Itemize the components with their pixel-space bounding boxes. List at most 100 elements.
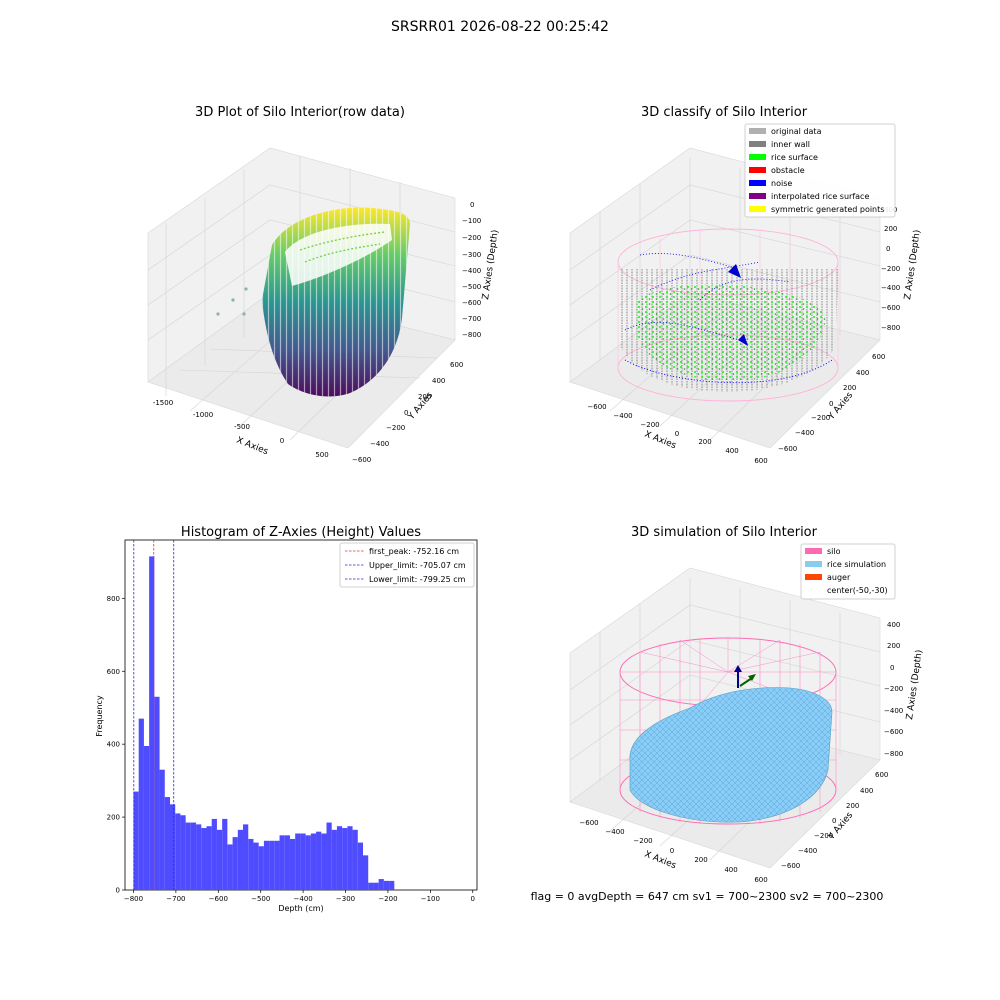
panel-simulation: 3D simulation of Silo Interior −600 −400…: [569, 525, 925, 884]
histogram-bar: [383, 880, 390, 890]
classify-xlabel: X Axies: [643, 430, 678, 452]
histogram-bar: [378, 879, 384, 890]
histogram-bar: [321, 833, 327, 890]
raw-xtick: -500: [234, 423, 250, 431]
raw-ytick: 200: [418, 393, 431, 401]
sim-xtick: 600: [754, 876, 767, 884]
raw-axis-ticks: -1500 -1000 -500 0 500 600 400 200 0 −20…: [153, 201, 481, 464]
sim-ztick: −600: [884, 728, 903, 736]
histogram-ytick-label: 800: [107, 595, 120, 603]
raw-ztick: −800: [462, 331, 481, 339]
classify-ytick: −400: [795, 429, 814, 437]
sim-ytick: −200: [814, 832, 833, 840]
histogram-bar: [206, 826, 212, 890]
classify-axis-ticks: −600 −400 −200 0 200 400 600 600 400 200…: [587, 206, 900, 465]
legend-swatch-original-data: [749, 128, 766, 134]
legend-label: inner wall: [771, 140, 810, 149]
histogram-bar: [295, 833, 301, 890]
histogram-bar: [154, 696, 160, 890]
histogram-bar: [368, 882, 374, 890]
classify-ytick: −200: [811, 414, 830, 422]
legend-swatch-rice-surface: [749, 154, 766, 160]
histogram-ytick-label: 400: [107, 741, 120, 749]
sim-ztick: 0: [890, 664, 894, 672]
histogram-bar: [180, 815, 186, 890]
classify-ztick: 0: [886, 245, 890, 253]
histogram-bars: [133, 556, 395, 890]
legend-swatch-symmetric: [749, 206, 766, 212]
raw-point-cloud: [216, 207, 410, 397]
histogram-bar: [258, 846, 264, 890]
classify-ztick: −200: [881, 265, 900, 273]
sim-xtick: 200: [694, 856, 707, 864]
raw-xtick: 0: [280, 437, 284, 445]
legend-label: auger: [827, 573, 851, 582]
histogram-bar: [284, 835, 290, 890]
raw-ztick: −300: [462, 251, 481, 259]
raw-ztick: −200: [462, 234, 481, 242]
histogram-ytick-label: 0: [116, 887, 120, 895]
histogram-bar: [263, 840, 270, 890]
histogram-xtick-label: −600: [209, 895, 228, 903]
histogram-bar: [216, 829, 223, 890]
histogram-bar: [222, 818, 228, 890]
sim-ztick: −400: [884, 707, 903, 715]
histogram-bar: [326, 822, 332, 890]
raw-xtick: -1500: [153, 399, 173, 407]
classify-ztick: −600: [881, 304, 900, 312]
histogram-bar: [196, 824, 202, 890]
histogram-ytick-label: 200: [107, 814, 120, 822]
legend-label: Upper_limit: -705.07 cm: [369, 561, 466, 570]
histogram-bar: [227, 844, 233, 890]
auger-arrows: [734, 665, 756, 688]
raw-ytick: 400: [432, 377, 445, 385]
histogram-bar: [269, 840, 275, 890]
raw-ztick: −600: [462, 299, 481, 307]
raw-ztick: 0: [470, 201, 474, 209]
histogram-bar: [149, 556, 155, 890]
histogram-title: Histogram of Z-Axies (Height) Values: [181, 525, 421, 540]
histogram-bar: [138, 718, 144, 890]
histogram-bar: [357, 842, 364, 890]
histogram-bar: [253, 842, 259, 890]
histogram-xtick-label: −300: [336, 895, 355, 903]
histogram-bar: [175, 813, 181, 890]
panel-sim-title: 3D simulation of Silo Interior: [631, 525, 818, 540]
histogram-bar: [211, 818, 217, 890]
raw-xlabel: X Axies: [235, 436, 270, 458]
raw-xtick: 500: [315, 451, 328, 459]
sim-xtick: −600: [579, 819, 598, 827]
classify-point-cloud: [617, 228, 839, 402]
legend-swatch-inner-wall: [749, 141, 766, 147]
legend-label: Lower_limit: -799.25 cm: [369, 575, 466, 584]
panel-classify: 3D classify of Silo Interior −600 −400 −…: [569, 105, 923, 465]
legend-swatch-interpolated: [749, 193, 766, 199]
sim-ytick: 600: [875, 771, 888, 779]
sim-ytick: 0: [832, 817, 836, 825]
histogram-bar: [305, 835, 311, 890]
classify-zlabel: Z Axies (Depth): [903, 229, 923, 300]
sim-axis-ticks: −600 −400 −200 0 200 400 600 600 400 200…: [579, 621, 903, 884]
sim-ztick: −800: [884, 750, 903, 758]
histogram-vlines: [133, 540, 175, 890]
raw-ytick: −400: [370, 440, 389, 448]
figure-suptitle: SRSRR01 2026-08-22 00:25:42: [391, 19, 609, 35]
raw-xtick: -1000: [193, 411, 213, 419]
sim-xtick: 0: [670, 847, 674, 855]
sim-zlabel: Z Axies (Depth): [905, 649, 925, 720]
histogram-xtick-label: −200: [378, 895, 397, 903]
classify-xtick: −600: [587, 403, 606, 411]
raw-ztick: −700: [462, 315, 481, 323]
classify-legend: original data inner wall rice surface ob…: [744, 123, 896, 218]
raw-ytick: −200: [386, 424, 405, 432]
sim-ztick: 200: [887, 642, 900, 650]
histogram-yticks: 0 200 400 600 800: [107, 595, 125, 895]
classify-ytick: 200: [843, 384, 856, 392]
histogram-bar: [243, 824, 249, 890]
histogram-xticks: −800 −700 −600 −500 −400 −300 −200 −100 0: [124, 890, 475, 903]
histogram-xtick-label: −700: [166, 895, 185, 903]
histogram-bar: [389, 880, 395, 890]
legend-label: interpolated rice surface: [771, 192, 869, 201]
classify-xtick: −200: [640, 421, 659, 429]
legend-label: center(-50,-30): [827, 586, 888, 595]
